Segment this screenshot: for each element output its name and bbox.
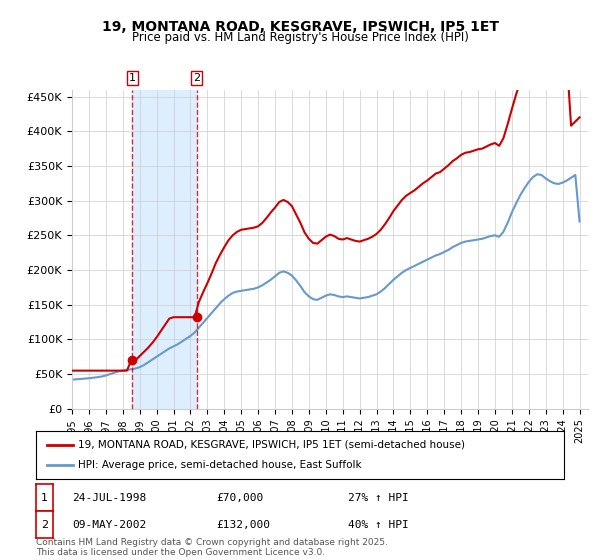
- Text: 19, MONTANA ROAD, KESGRAVE, IPSWICH, IP5 1ET: 19, MONTANA ROAD, KESGRAVE, IPSWICH, IP5…: [101, 20, 499, 34]
- Text: 1: 1: [129, 73, 136, 83]
- Text: 1: 1: [41, 493, 48, 503]
- Text: HPI: Average price, semi-detached house, East Suffolk: HPI: Average price, semi-detached house,…: [78, 460, 362, 470]
- Text: 27% ↑ HPI: 27% ↑ HPI: [348, 493, 409, 503]
- Text: 2: 2: [193, 73, 200, 83]
- Text: £70,000: £70,000: [216, 493, 263, 503]
- Text: £132,000: £132,000: [216, 520, 270, 530]
- Text: 24-JUL-1998: 24-JUL-1998: [72, 493, 146, 503]
- Text: 19, MONTANA ROAD, KESGRAVE, IPSWICH, IP5 1ET (semi-detached house): 19, MONTANA ROAD, KESGRAVE, IPSWICH, IP5…: [78, 440, 465, 450]
- Text: 40% ↑ HPI: 40% ↑ HPI: [348, 520, 409, 530]
- Text: 09-MAY-2002: 09-MAY-2002: [72, 520, 146, 530]
- Bar: [132, 90, 197, 409]
- Text: Price paid vs. HM Land Registry's House Price Index (HPI): Price paid vs. HM Land Registry's House …: [131, 31, 469, 44]
- Text: Contains HM Land Registry data © Crown copyright and database right 2025.
This d: Contains HM Land Registry data © Crown c…: [36, 538, 388, 557]
- Text: 2: 2: [41, 520, 48, 530]
